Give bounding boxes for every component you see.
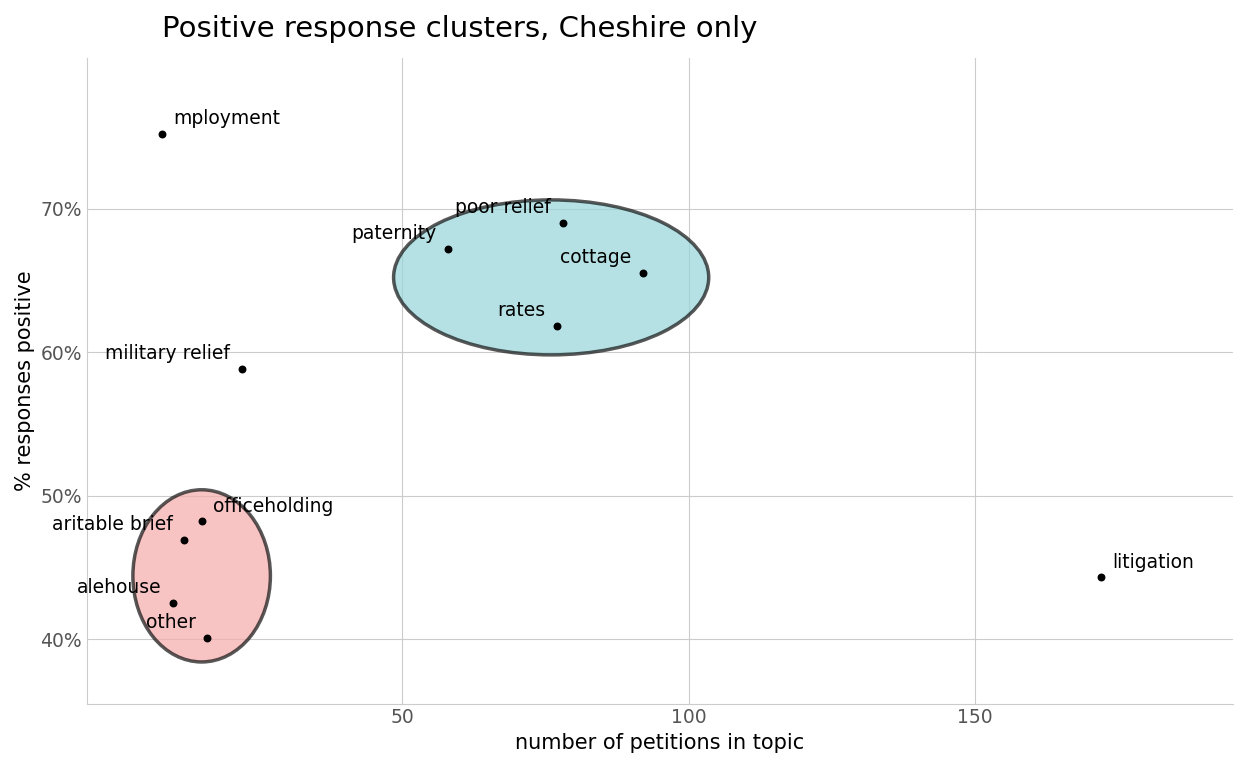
Text: poor relief: poor relief (456, 198, 552, 217)
Ellipse shape (132, 490, 271, 662)
Text: other: other (146, 613, 196, 632)
X-axis label: number of petitions in topic: number of petitions in topic (515, 733, 805, 753)
Point (438, 243, 458, 255)
Point (553, 217, 573, 229)
Y-axis label: % responses positive: % responses positive (15, 270, 35, 491)
Text: officeholding: officeholding (213, 497, 333, 515)
Text: alehouse: alehouse (77, 578, 161, 598)
Point (163, 597, 183, 609)
Text: cottage: cottage (560, 248, 631, 267)
Point (633, 267, 653, 280)
Point (197, 631, 217, 644)
Text: mployment: mployment (173, 109, 280, 128)
Text: paternity: paternity (351, 224, 437, 243)
Point (232, 363, 252, 376)
Text: litigation: litigation (1113, 552, 1194, 571)
Point (151, 127, 171, 140)
Text: military relief: military relief (105, 345, 231, 363)
Point (175, 534, 195, 546)
Ellipse shape (393, 200, 709, 355)
Text: aritable brief: aritable brief (52, 515, 173, 535)
Text: rates: rates (497, 301, 545, 320)
Point (547, 320, 567, 333)
Text: Positive response clusters, Cheshire only: Positive response clusters, Cheshire onl… (161, 15, 758, 43)
Point (1091, 571, 1111, 584)
Point (192, 515, 212, 528)
